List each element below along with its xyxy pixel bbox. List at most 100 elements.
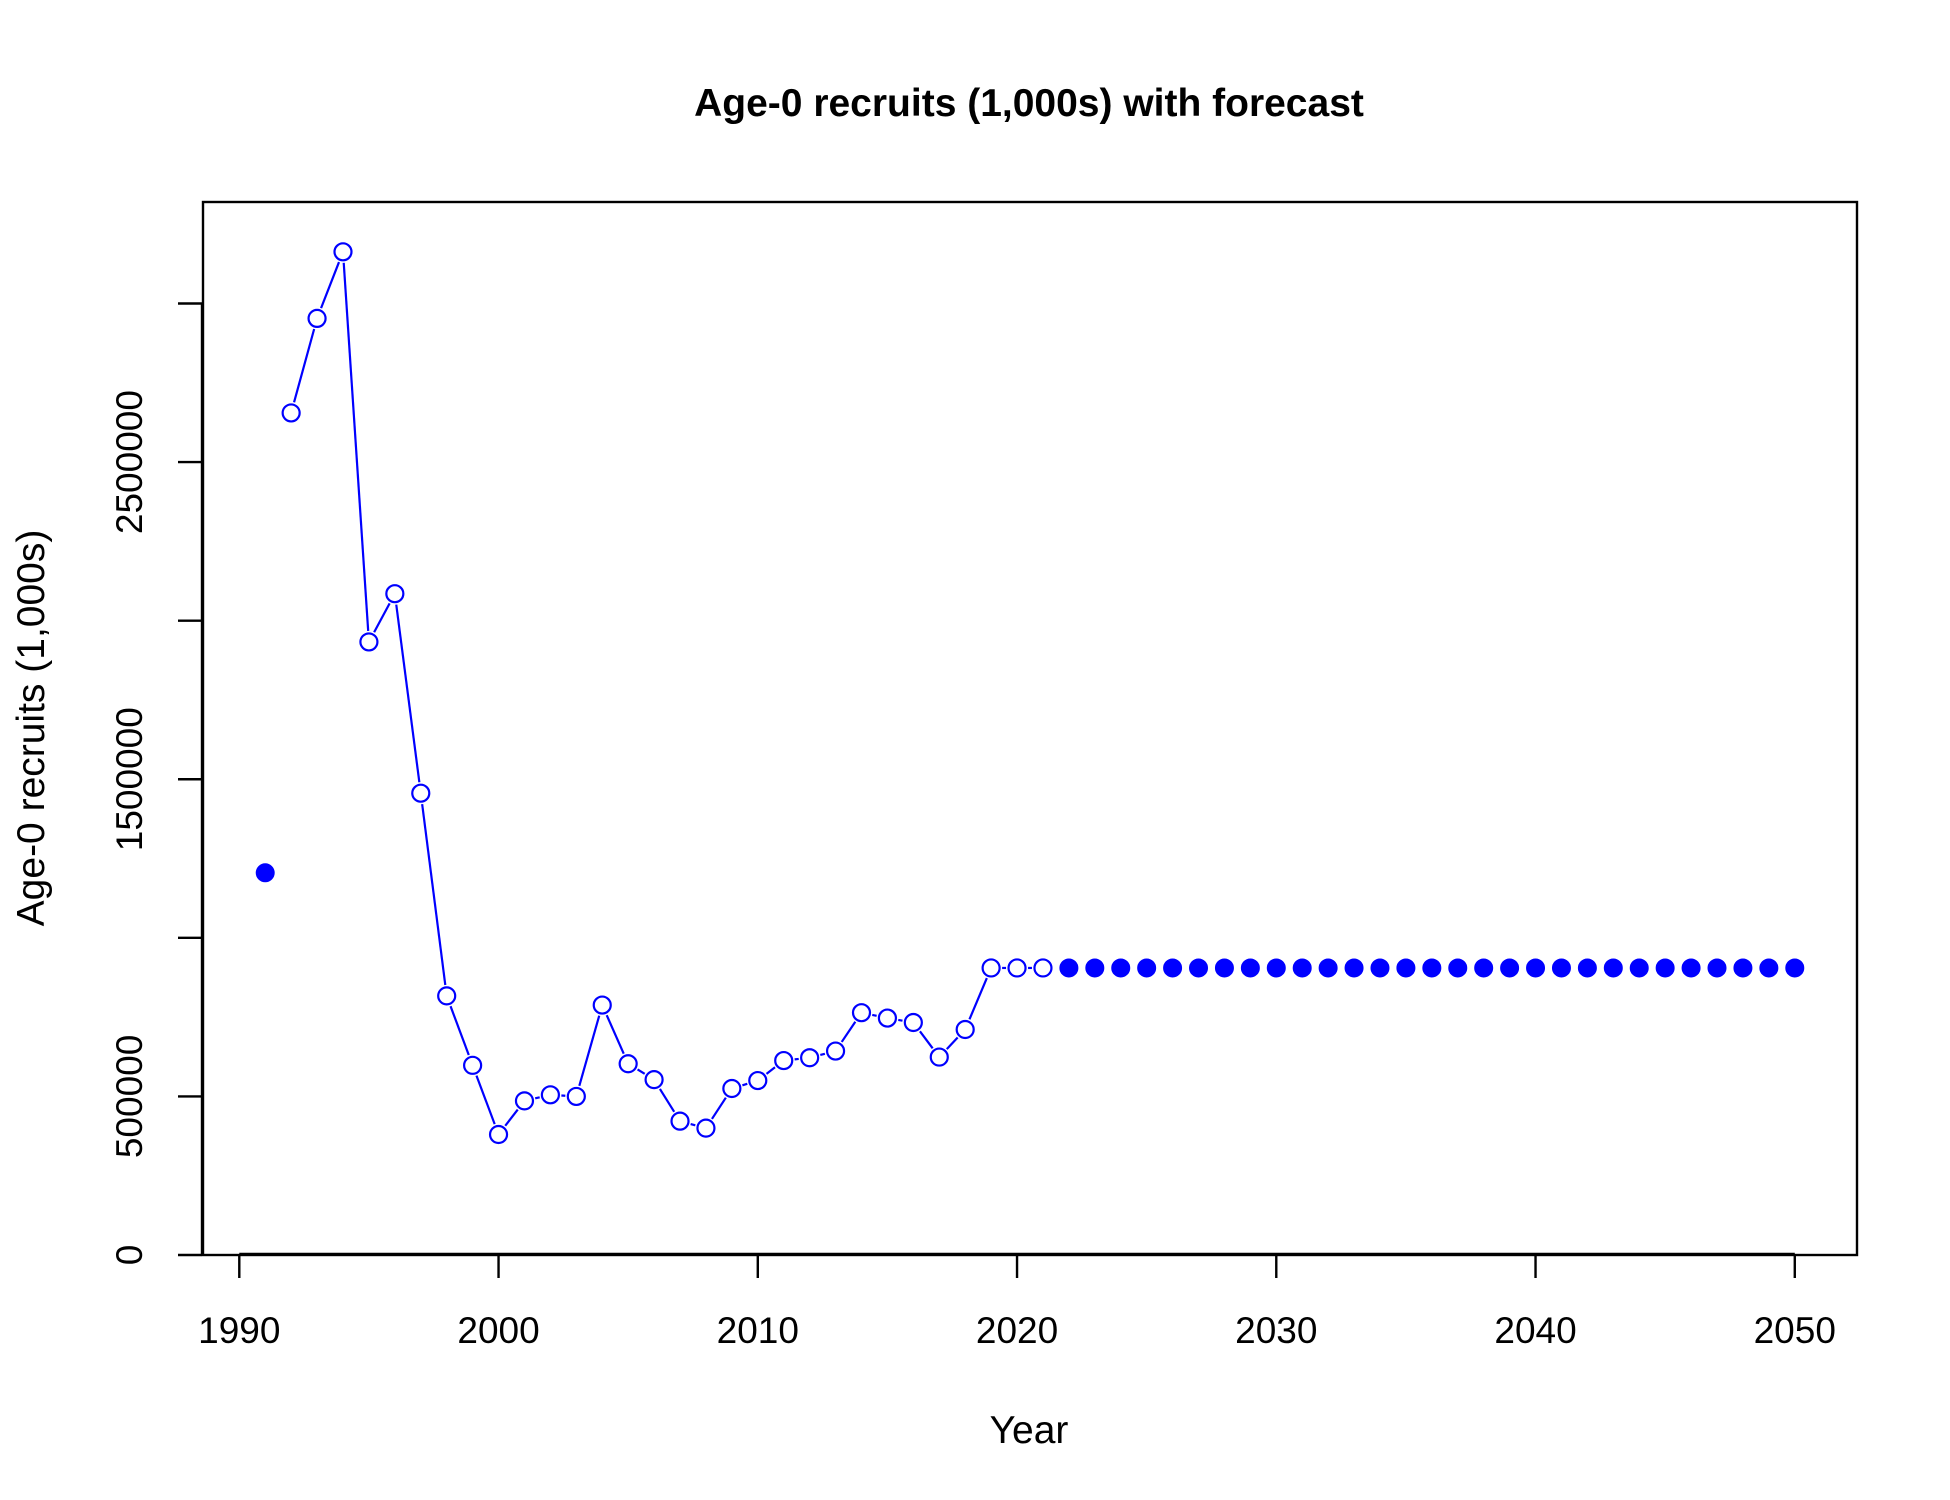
series-line-segment (504, 1108, 519, 1127)
filled-data-point (1111, 958, 1131, 978)
x-tick-label: 2010 (717, 1310, 799, 1351)
series-line-segment (872, 1013, 877, 1017)
open-data-point (463, 1055, 483, 1075)
filled-data-point (1266, 958, 1286, 978)
series-line-segment (292, 328, 316, 403)
open-data-point (800, 1048, 820, 1068)
filled-data-point (1240, 958, 1260, 978)
open-data-point (333, 242, 353, 262)
open-data-point (903, 1012, 923, 1033)
x-axis: 1990 2000 2010 2020 2030 2040 2050 (198, 1252, 1836, 1351)
x-tick-label: 2000 (457, 1310, 539, 1351)
series-line-segment (578, 1015, 601, 1087)
x-tick-label: 2050 (1754, 1310, 1836, 1351)
open-data-point (359, 632, 379, 652)
series-line-segment (342, 262, 370, 632)
filled-data-point (1526, 958, 1546, 978)
open-data-point (592, 995, 612, 1015)
y-tick-label: 0 (109, 1245, 150, 1266)
filled-data-point (1551, 958, 1571, 978)
filled-data-point (1577, 958, 1597, 978)
filled-data-point (1370, 958, 1390, 978)
filled-data-point (1085, 958, 1105, 978)
filled-data-point (1707, 958, 1727, 978)
filled-data-point (1759, 958, 1779, 978)
open-data-point (929, 1047, 949, 1067)
x-axis-label: Year (990, 1409, 1069, 1452)
filled-data-point (1629, 958, 1649, 978)
x-tick-label: 2040 (1494, 1310, 1576, 1351)
series-line-segment (742, 1082, 748, 1087)
filled-data-point (1344, 958, 1364, 978)
filled-data-point (255, 863, 275, 883)
series-line-segment (898, 1018, 903, 1022)
filled-data-point (1733, 958, 1753, 978)
filled-data-point (1163, 958, 1183, 978)
open-data-point (825, 1041, 846, 1061)
plot-frame (201, 200, 1859, 1257)
series-line-segment (968, 977, 988, 1020)
series-line-segment (475, 1075, 496, 1125)
series-line-segment (320, 261, 341, 309)
filled-data-point (1396, 958, 1416, 978)
open-data-point (955, 1019, 975, 1040)
series-line-segment (945, 1036, 959, 1050)
series-line-segment (534, 1096, 540, 1100)
series-line-segment (840, 1021, 857, 1043)
y-tick-label: 2500000 (109, 390, 150, 534)
series-line-segment (919, 1030, 934, 1049)
y-tick-label: 1500000 (109, 707, 150, 851)
filled-data-point (1059, 958, 1079, 978)
chart-title: Age-0 recruits (1,000s) with forecast (694, 82, 1364, 125)
open-data-point (670, 1111, 690, 1131)
y-axis-label: Age-0 recruits (1,000s) (10, 530, 53, 927)
filled-data-point (1189, 958, 1209, 978)
filled-data-point (1681, 958, 1701, 978)
open-data-point (281, 403, 301, 423)
series-line-segment (636, 1068, 646, 1075)
open-data-point (437, 986, 457, 1006)
filled-data-point (1603, 958, 1623, 978)
series-line-segment (605, 1014, 625, 1055)
open-data-point (774, 1050, 794, 1071)
x-tick-label: 2020 (976, 1310, 1058, 1351)
series-line-segment (449, 1005, 470, 1056)
filled-data-point (1785, 958, 1805, 978)
open-data-point (851, 1003, 872, 1023)
y-axis: 0 500000 1500000 2500000 (109, 302, 204, 1266)
filled-data-point (1474, 958, 1494, 978)
open-data-point (488, 1124, 509, 1145)
filled-data-point (1448, 958, 1468, 978)
series-line-segment (820, 1052, 826, 1057)
filled-data-point (1214, 958, 1234, 978)
open-data-point (877, 1008, 898, 1028)
series-layer (255, 242, 1805, 1145)
filled-data-point (1137, 958, 1157, 978)
open-data-point (981, 958, 1001, 978)
series-line-segment (690, 1122, 696, 1127)
open-data-point (1033, 958, 1053, 978)
series-line-segment (421, 803, 447, 986)
filled-data-point (1500, 958, 1520, 978)
filled-data-point (1318, 958, 1338, 978)
open-data-point (748, 1070, 768, 1091)
open-data-point (1007, 958, 1027, 978)
open-data-point (722, 1078, 742, 1099)
x-tick-label: 1990 (198, 1310, 280, 1351)
series-line-segment (658, 1088, 676, 1113)
open-data-point (618, 1054, 638, 1074)
series-line-segment (395, 604, 421, 783)
open-data-point (540, 1085, 560, 1105)
x-tick-label: 2030 (1235, 1310, 1317, 1351)
y-tick-label: 500000 (109, 1035, 150, 1158)
open-data-point (307, 308, 327, 329)
open-data-point (411, 783, 431, 803)
open-data-point (566, 1086, 586, 1107)
filled-data-point (1292, 958, 1312, 978)
series-line-segment (373, 602, 391, 633)
open-data-point (385, 584, 405, 604)
filled-data-point (1422, 958, 1442, 978)
series-line-segment (711, 1097, 727, 1120)
open-data-point (644, 1070, 664, 1090)
